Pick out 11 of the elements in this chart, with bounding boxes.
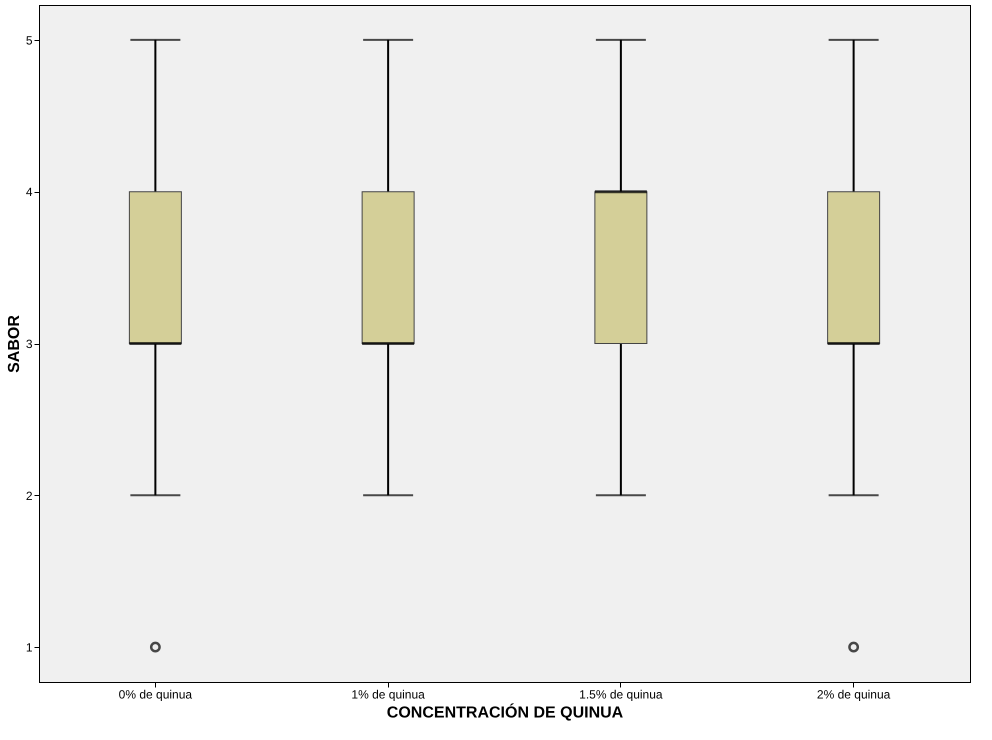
y-tick-label: 2 (26, 488, 33, 503)
x-tick-label: 1.5% de quinua (579, 688, 663, 702)
x-tick-label: 2% de quinua (816, 688, 891, 702)
y-tick-label: 1 (26, 640, 33, 655)
x-tick-label: 1% de quinua (351, 688, 426, 702)
y-tick-label: 3 (26, 337, 33, 351)
y-tick-label: 4 (26, 185, 33, 200)
x-tick-label: 0% de quinua (118, 688, 192, 702)
y-axis-title: SABOR (6, 314, 23, 373)
y-tick-label: 5 (26, 33, 33, 48)
x-axis-title: CONCENTRACIÓN DE QUINUA (386, 702, 624, 722)
